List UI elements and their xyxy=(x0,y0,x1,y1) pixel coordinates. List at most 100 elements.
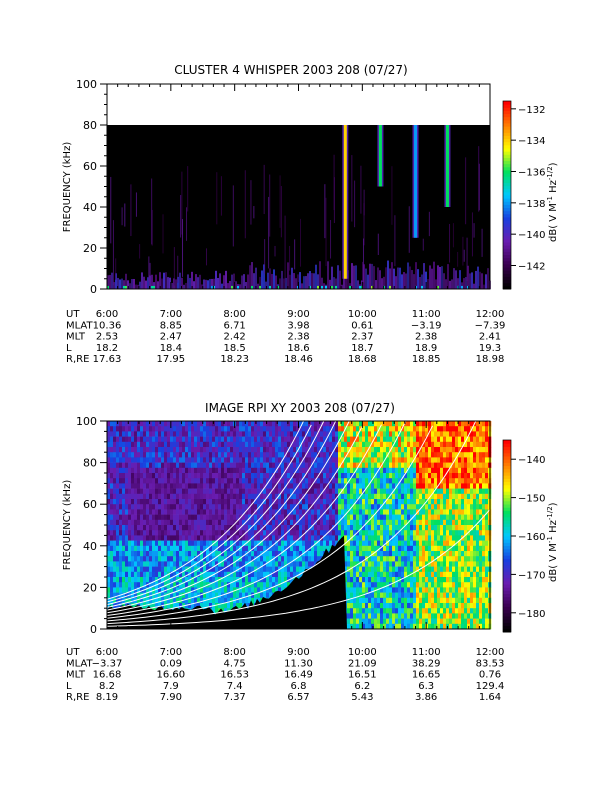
spectrogram-cell xyxy=(203,520,206,526)
ephemeris-value: −3.19 xyxy=(411,320,442,331)
spectrogram-cell xyxy=(308,431,311,437)
noise-streak xyxy=(457,252,458,267)
spectrogram-cell xyxy=(389,561,392,567)
spectrogram-cell xyxy=(374,442,377,448)
spectrogram-cell xyxy=(431,504,434,510)
spectrogram-cell xyxy=(239,489,242,495)
spectrogram-cell xyxy=(122,556,125,562)
spectrogram-cell xyxy=(392,525,395,531)
spectrogram-cell xyxy=(227,577,230,583)
spectrogram-cell xyxy=(413,520,416,526)
spectrogram-cell xyxy=(326,535,329,541)
spectrogram-cell xyxy=(263,530,266,536)
spectrogram-cell xyxy=(173,457,176,463)
ephemeris-value: 6.71 xyxy=(224,320,246,331)
noise-cell xyxy=(319,261,321,289)
spectrogram-cell xyxy=(284,447,287,453)
spectrogram-cell xyxy=(308,561,311,567)
spectrogram-cell xyxy=(311,426,314,432)
spectrogram-cell xyxy=(374,421,377,427)
noise-streak xyxy=(474,223,475,237)
spectrogram-cell xyxy=(131,567,134,573)
spectrogram-cell xyxy=(362,613,365,619)
spectrogram-cell xyxy=(275,447,278,453)
spectrogram-cell xyxy=(404,608,407,614)
colorbar-cell xyxy=(503,280,511,284)
spectrogram-cell xyxy=(353,520,356,526)
spectrogram-cell xyxy=(242,504,245,510)
spectrogram-cell xyxy=(347,525,350,531)
spectrogram-cell xyxy=(416,468,419,474)
spectrogram-cell xyxy=(308,556,311,562)
spectrogram-cell xyxy=(305,520,308,526)
spectrogram-cell xyxy=(197,530,200,536)
spectrogram-cell xyxy=(392,603,395,609)
spectrogram-cell xyxy=(392,468,395,474)
spectrogram-cell xyxy=(392,452,395,458)
spectrogram-cell xyxy=(176,520,179,526)
spectrogram-cell xyxy=(386,613,389,619)
spectrogram-cell xyxy=(398,473,401,479)
spectrogram-cell xyxy=(227,483,230,489)
spectrogram-cell xyxy=(233,593,236,599)
spectrogram-cell xyxy=(110,504,113,510)
spectrogram-cell xyxy=(128,468,131,474)
spectrogram-cell xyxy=(230,567,233,573)
spectrogram-cell xyxy=(416,624,419,630)
spectrogram-cell xyxy=(137,520,140,526)
spectrogram-cell xyxy=(392,499,395,505)
ephemeris-value: 10.36 xyxy=(93,320,122,331)
noise-streak xyxy=(122,207,123,225)
spectrogram-cell xyxy=(425,452,428,458)
spectrogram-cell xyxy=(182,431,185,437)
spectrogram-cell xyxy=(218,556,221,562)
spectrogram-cell xyxy=(248,473,251,479)
spectrogram-cell xyxy=(326,426,329,432)
spectrogram-cell xyxy=(155,530,158,536)
spectrogram-cell xyxy=(173,556,176,562)
spectrogram-cell xyxy=(164,489,167,495)
spectrogram-cell xyxy=(146,421,149,427)
noise-cell xyxy=(239,284,241,289)
spectrogram-cell xyxy=(167,431,170,437)
spectrogram-cell xyxy=(137,577,140,583)
spectrogram-cell xyxy=(128,442,131,448)
spectrogram-cell xyxy=(263,473,266,479)
spectrogram-cell xyxy=(389,598,392,604)
spectrogram-cell xyxy=(173,431,176,437)
spectrogram-cell xyxy=(194,499,197,505)
spectrogram-cell xyxy=(179,426,182,432)
spectrogram-cell xyxy=(410,452,413,458)
spectrogram-cell xyxy=(185,530,188,536)
spectrogram-cell xyxy=(134,577,137,583)
spectrogram-cell xyxy=(323,478,326,484)
spectrogram-cell xyxy=(344,463,347,469)
spectrogram-cell xyxy=(176,473,179,479)
spectrogram-cell xyxy=(125,426,128,432)
spectrogram-cell xyxy=(404,551,407,557)
spectrogram-cell xyxy=(398,437,401,443)
spectrogram-cell xyxy=(323,447,326,453)
spectrogram-cell xyxy=(125,457,128,463)
spectrogram-cell xyxy=(260,546,263,552)
spectrogram-cell xyxy=(206,515,209,521)
spectrogram-cell xyxy=(176,499,179,505)
noise-streak xyxy=(453,223,454,247)
noise-cell xyxy=(395,276,397,289)
spectrogram-cell xyxy=(218,468,221,474)
spectrogram-cell xyxy=(326,468,329,474)
spectrogram-cell xyxy=(410,431,413,437)
spectrogram-cell xyxy=(419,525,422,531)
spectrogram-cell xyxy=(146,520,149,526)
spectrogram-cell xyxy=(356,556,359,562)
spectrogram-cell xyxy=(203,509,206,515)
spectrogram-cell xyxy=(134,421,137,427)
spectrogram-cell xyxy=(344,437,347,443)
spectrogram-cell xyxy=(299,541,302,547)
spectrogram-cell xyxy=(221,463,224,469)
spectrogram-cell xyxy=(143,572,146,578)
spectrogram-cell xyxy=(149,468,152,474)
spectrogram-cell xyxy=(242,447,245,453)
spectrogram-cell xyxy=(170,499,173,505)
spectrogram-cell xyxy=(245,577,248,583)
